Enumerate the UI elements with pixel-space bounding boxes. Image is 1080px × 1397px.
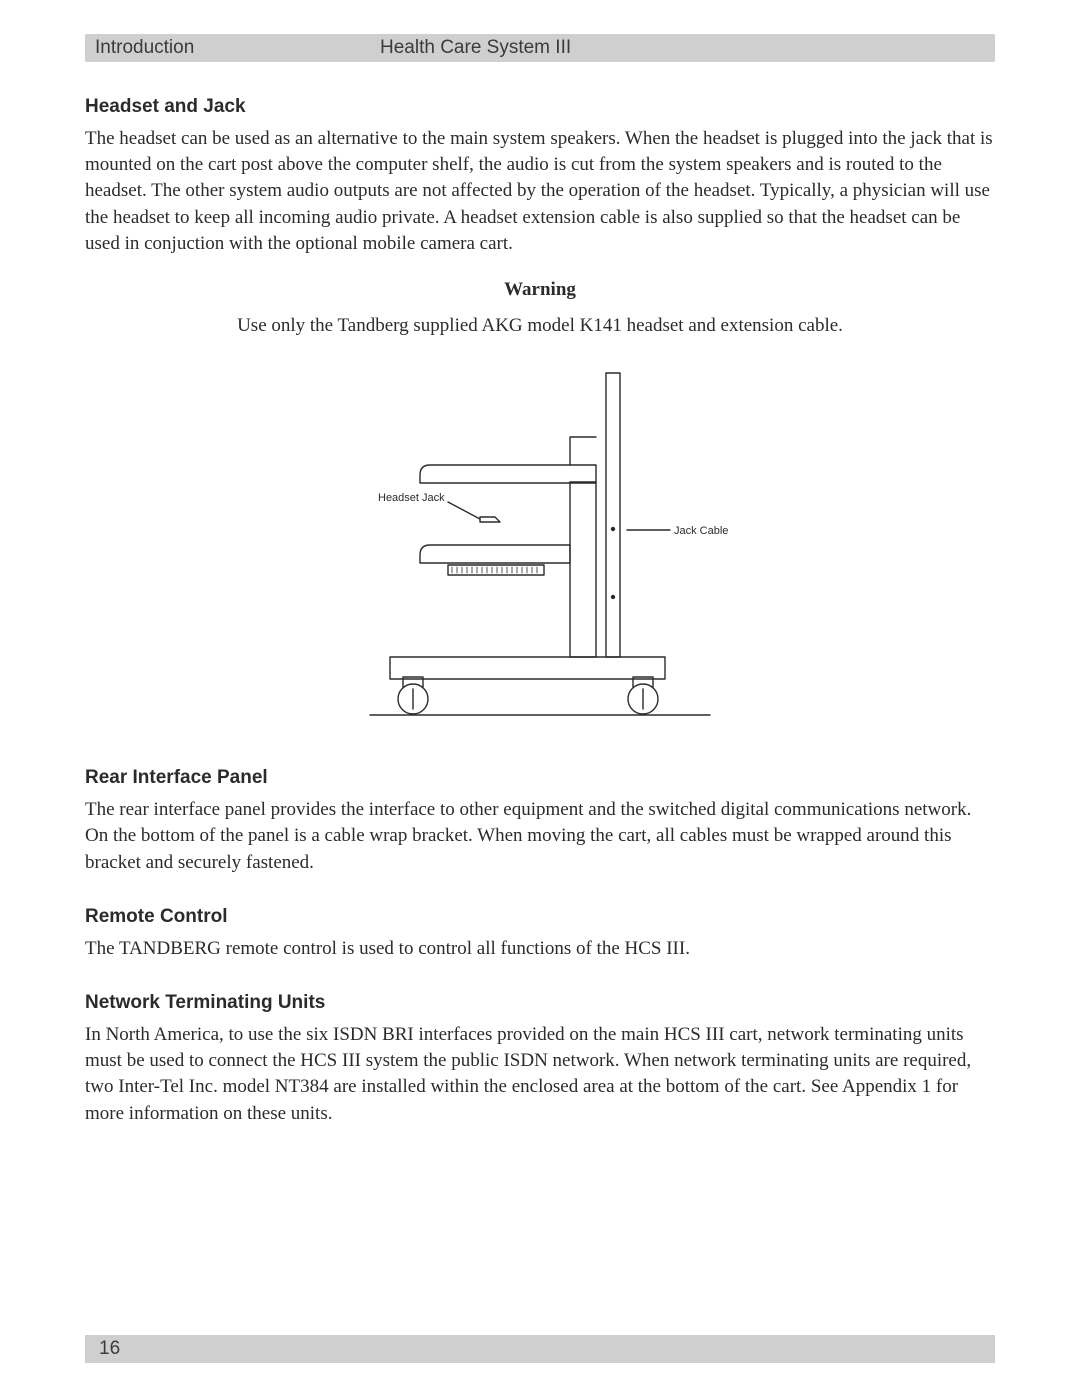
body-headset: The headset can be used as an alternativ… bbox=[85, 126, 995, 257]
footer-bar: 16 bbox=[85, 1335, 995, 1363]
body-rear: The rear interface panel provides the in… bbox=[85, 797, 995, 876]
body-remote: The TANDBERG remote control is used to c… bbox=[85, 936, 995, 962]
warning-heading: Warning bbox=[85, 279, 995, 301]
body-ntu: In North America, to use the six ISDN BR… bbox=[85, 1022, 995, 1127]
heading-headset: Headset and Jack bbox=[85, 96, 995, 118]
heading-rear: Rear Interface Panel bbox=[85, 767, 995, 789]
header-bar: Introduction Health Care System III bbox=[85, 34, 995, 62]
heading-ntu: Network Terminating Units bbox=[85, 992, 995, 1014]
warning-text: Use only the Tandberg supplied AKG model… bbox=[85, 315, 995, 337]
page: Introduction Health Care System III Head… bbox=[0, 0, 1080, 1127]
cart-diagram: Headset Jack Jack Cable bbox=[330, 367, 750, 737]
diagram-wrap: Headset Jack Jack Cable bbox=[85, 367, 995, 737]
page-number: 16 bbox=[99, 1338, 120, 1360]
header-left: Introduction bbox=[85, 37, 380, 59]
header-center: Health Care System III bbox=[380, 37, 571, 59]
heading-remote: Remote Control bbox=[85, 906, 995, 928]
diagram-label-headset-jack: Headset Jack bbox=[378, 492, 445, 504]
diagram-label-jack-cable: Jack Cable bbox=[674, 525, 728, 537]
